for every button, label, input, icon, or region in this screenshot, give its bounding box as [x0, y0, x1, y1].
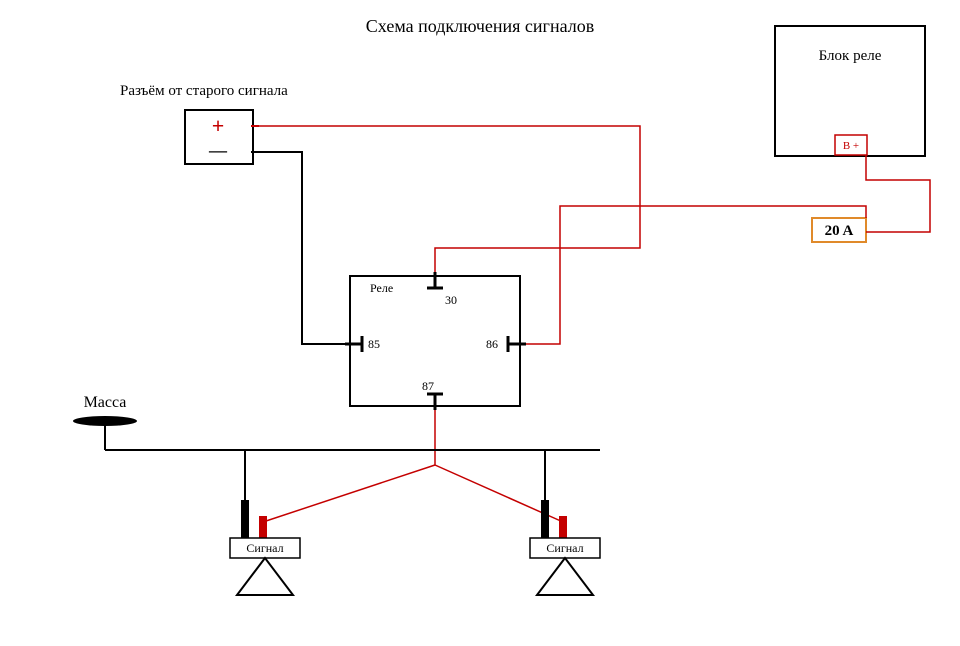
horn1-icon: [237, 558, 293, 595]
old-connector-label: Разъём от старого сигнала: [120, 83, 288, 99]
pin-87-label: 87: [422, 379, 434, 393]
pin-85-label: 85: [368, 337, 380, 351]
wiring-diagram: Схема подключения сигналов Разъём от ста…: [0, 0, 960, 646]
signal2-label: Сигнал: [546, 541, 583, 555]
mass-label: Масса: [84, 394, 127, 411]
plus-sign: +: [212, 113, 225, 138]
bplus-label: B +: [843, 140, 859, 152]
diagram-title: Схема подключения сигналов: [366, 16, 594, 36]
pin-86-label: 86: [486, 337, 498, 351]
wires-group: [105, 126, 930, 522]
signal1-label: Сигнал: [246, 541, 283, 555]
relay-block-box: [775, 26, 925, 156]
horn2-icon: [537, 558, 593, 595]
fuse-label: 20 A: [825, 223, 854, 239]
relay-block-label: Блок реле: [819, 48, 882, 64]
minus-sign: —: [208, 140, 228, 160]
relay-label: Реле: [370, 281, 393, 295]
pin-30-label: 30: [445, 293, 457, 307]
